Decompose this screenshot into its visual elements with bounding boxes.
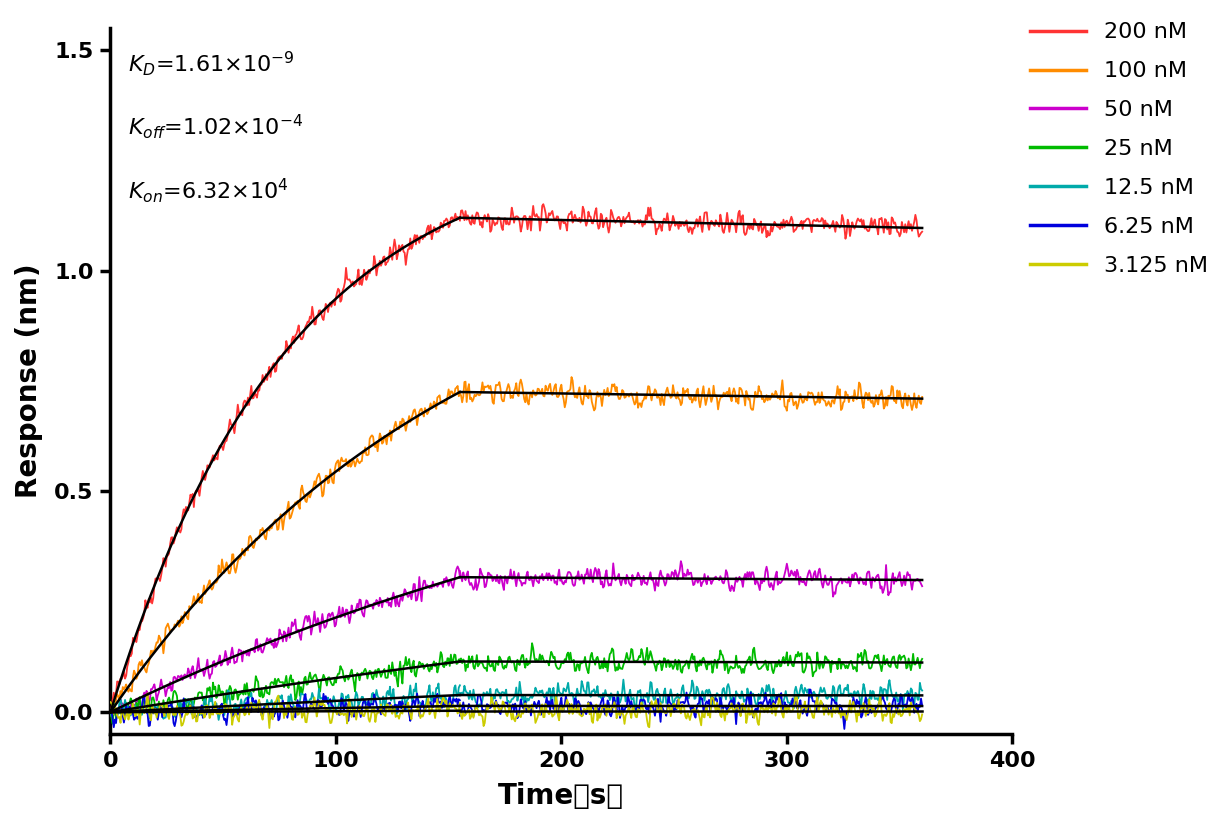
X-axis label: Time（s）: Time（s）: [499, 782, 625, 810]
Text: $K_{off}$=1.02×10$^{-4}$: $K_{off}$=1.02×10$^{-4}$: [128, 112, 303, 141]
Text: $K_D$=1.61×10$^{-9}$: $K_D$=1.61×10$^{-9}$: [128, 49, 294, 78]
Y-axis label: Response (nm): Response (nm): [15, 264, 43, 498]
Text: $K_{on}$=6.32×10$^{4}$: $K_{on}$=6.32×10$^{4}$: [128, 176, 290, 205]
Legend: 200 nM, 100 nM, 50 nM, 25 nM, 12.5 nM, 6.25 nM, 3.125 nM: 200 nM, 100 nM, 50 nM, 25 nM, 12.5 nM, 6…: [1021, 13, 1216, 285]
